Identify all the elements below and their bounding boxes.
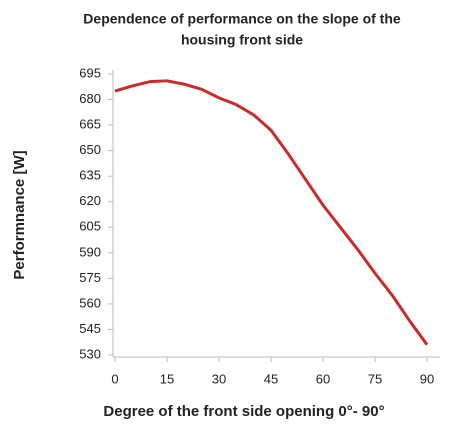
y-tick-label: 680 — [79, 91, 101, 106]
y-tick-label: 620 — [79, 193, 101, 208]
x-tick-label: 30 — [212, 371, 226, 386]
chart-title: housing front side — [181, 32, 303, 48]
x-tick-label: 75 — [368, 371, 382, 386]
x-tick-label: 0 — [111, 371, 118, 386]
y-tick-label: 635 — [79, 168, 101, 183]
y-tick-label: 590 — [79, 244, 101, 259]
y-tick-label: 650 — [79, 142, 101, 157]
y-tick-label: 530 — [79, 346, 101, 361]
y-tick-label: 665 — [79, 117, 101, 132]
x-tick-label: 45 — [264, 371, 278, 386]
y-tick-label: 560 — [79, 295, 101, 310]
x-tick-label: 60 — [316, 371, 330, 386]
x-tick-label: 90 — [420, 371, 434, 386]
x-tick-label: 15 — [160, 371, 174, 386]
y-tick-label: 605 — [79, 219, 101, 234]
y-tick-label: 695 — [79, 65, 101, 80]
y-tick-label: 575 — [79, 270, 101, 285]
y-tick-label: 545 — [79, 321, 101, 336]
y-axis-title: Performnance [W] — [11, 150, 28, 279]
x-axis-title: Degree of the front side opening 0°- 90° — [103, 403, 384, 420]
data-line — [114, 79, 429, 346]
chart-title: Dependence of performance on the slope o… — [83, 11, 401, 27]
